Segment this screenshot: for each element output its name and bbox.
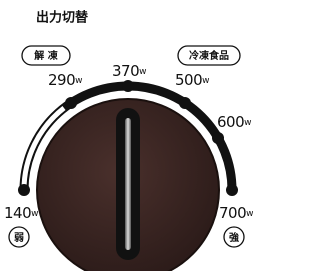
label-part: 290 — [48, 71, 75, 89]
label-part: w — [75, 76, 82, 86]
title: 出力切替 — [36, 10, 89, 26]
dot-700 — [226, 184, 238, 196]
label-part: 700 — [219, 204, 246, 222]
label-part: w — [139, 67, 146, 77]
label-part: 600 — [217, 113, 244, 131]
setting-label: 500w — [175, 71, 209, 89]
label-part: w — [246, 209, 253, 219]
setting-label: 290w — [48, 71, 82, 89]
label-part: 140 — [4, 204, 31, 222]
setting-label: 370w — [112, 62, 146, 80]
label-part: 500 — [175, 71, 202, 89]
pointer-highlight — [125, 118, 131, 250]
label-part: 370 — [112, 62, 139, 80]
label-part: w — [202, 76, 209, 86]
dot-140 — [18, 184, 30, 196]
end-label: 強 — [229, 231, 239, 244]
label-part: w — [244, 118, 251, 128]
preset-label: 冷凍食品 — [189, 49, 229, 62]
setting-label: 700w — [219, 204, 253, 222]
dot-370 — [122, 80, 134, 92]
dot-290 — [65, 97, 77, 109]
setting-label: 140w — [4, 204, 38, 222]
label-part: w — [31, 209, 38, 219]
preset-label: 解 凍 — [34, 49, 58, 62]
dot-600 — [212, 132, 224, 144]
dot-500 — [179, 97, 191, 109]
end-label: 弱 — [14, 232, 24, 244]
setting-label: 600w — [217, 113, 251, 131]
power-dial-diagram: 出力切替 解 凍 冷凍食品 140w 290w 370w 500w 600w 7… — [0, 0, 253, 271]
